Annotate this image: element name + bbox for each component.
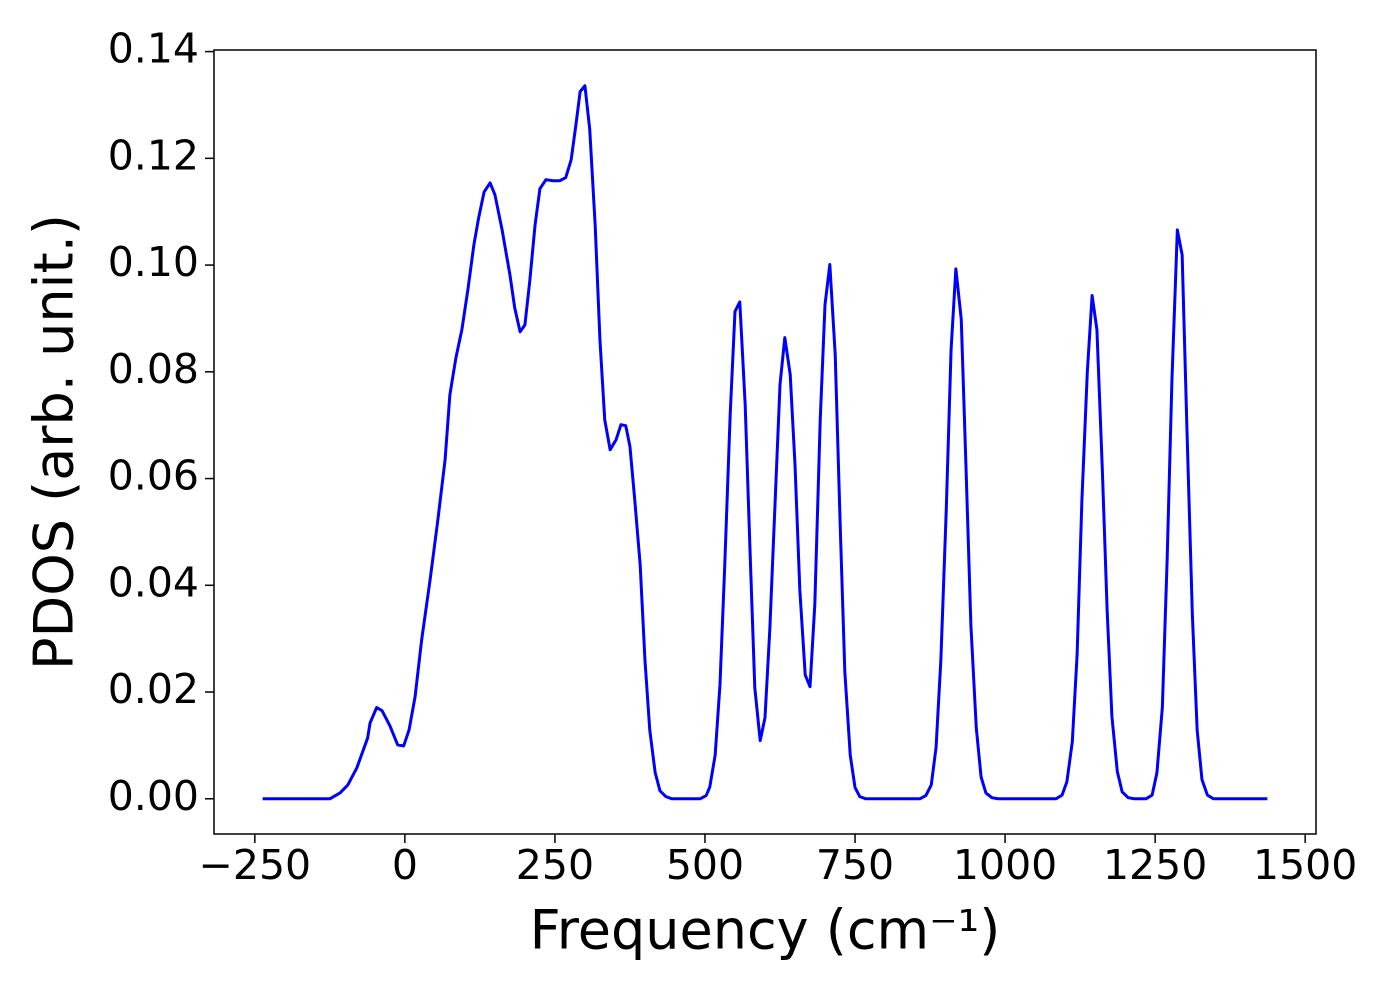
x-tick-label: 1500 — [1253, 841, 1357, 889]
y-tick-label: 0.14 — [108, 25, 199, 73]
plot-frame — [213, 49, 1317, 835]
y-tick-label: 0.08 — [108, 345, 199, 393]
y-tick-label: 0.06 — [108, 452, 199, 500]
x-tick-label: 750 — [816, 841, 894, 889]
x-tick-label: 500 — [666, 841, 744, 889]
x-axis-label: Frequency (cm⁻¹) — [530, 899, 1001, 962]
pdos-line — [262, 84, 1268, 801]
y-tick-label: 0.02 — [108, 665, 199, 713]
x-tick-label: 250 — [516, 841, 594, 889]
x-tick-label: 0 — [392, 841, 418, 889]
y-tick-label: 0.10 — [108, 238, 199, 286]
y-tick-label: 0.00 — [108, 772, 199, 820]
x-tick-label: 1250 — [1103, 841, 1207, 889]
y-axis-label: PDOS (arb. unit.) — [23, 214, 86, 670]
y-tick-label: 0.12 — [108, 131, 199, 179]
y-tick-label: 0.04 — [108, 558, 199, 606]
x-tick-label: 1000 — [953, 841, 1057, 889]
x-tick-label: −250 — [199, 841, 312, 889]
